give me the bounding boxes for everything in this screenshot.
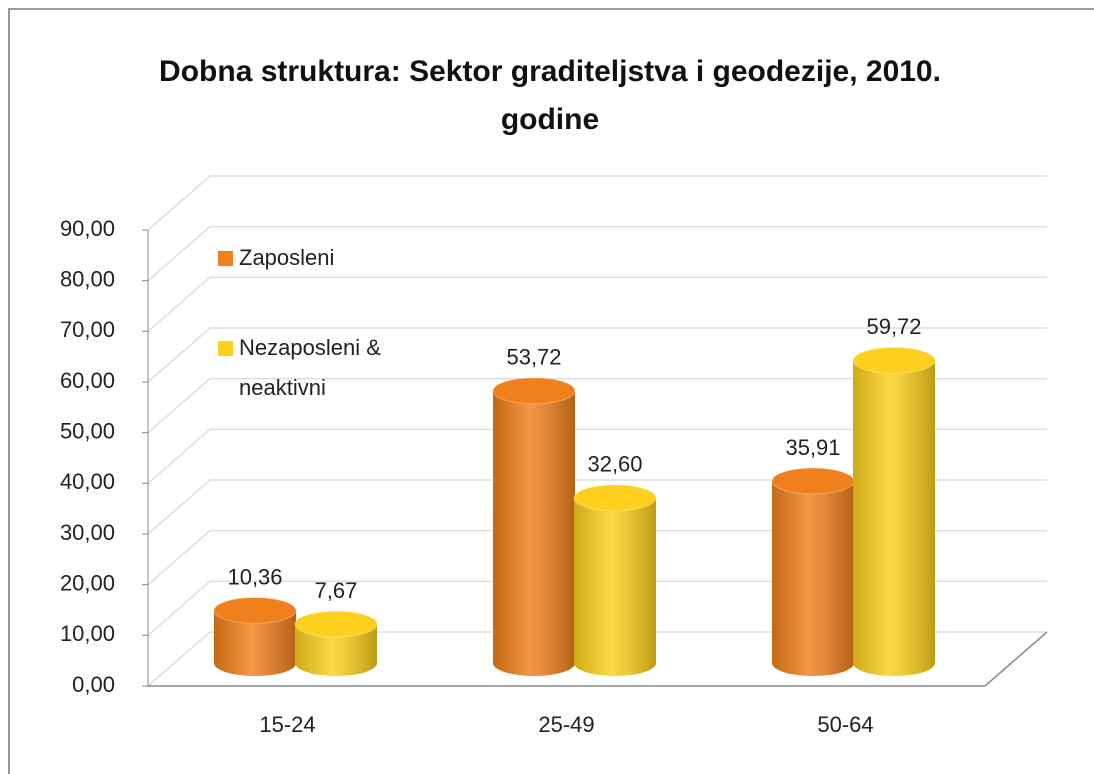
x-tick-label: 25-49 — [538, 712, 594, 737]
bar-top — [294, 610, 378, 638]
bar — [294, 610, 378, 676]
bar-shade — [574, 497, 656, 676]
bar-top — [771, 467, 855, 495]
legend-swatch — [218, 251, 233, 266]
bar — [492, 377, 576, 676]
y-tick-label: 60,00 — [60, 368, 115, 393]
x-tick-label: 50-64 — [817, 712, 873, 737]
grid-line — [147, 580, 1047, 636]
value-label: 35,91 — [785, 435, 840, 460]
y-tick-label: 10,00 — [60, 621, 115, 646]
bar-shade — [772, 481, 854, 676]
bar-top — [492, 377, 576, 405]
bar-top — [213, 597, 297, 625]
bar — [771, 467, 855, 676]
grid-line — [147, 276, 1047, 332]
grid-line — [147, 225, 1047, 282]
bar — [573, 484, 657, 676]
bar-shade — [493, 390, 575, 676]
legend-item: Nezaposleni & neaktivni — [218, 328, 429, 408]
legend-label: Zaposleni — [239, 245, 335, 270]
value-label: 59,72 — [866, 314, 921, 339]
frame — [8, 8, 1094, 774]
grid-line — [147, 631, 1047, 687]
legend-swatch — [218, 341, 233, 356]
value-label: 53,72 — [506, 345, 561, 370]
y-tick-label: 70,00 — [60, 317, 115, 342]
grid-line — [147, 377, 1047, 434]
bar-top — [852, 346, 936, 374]
y-tick-label: 30,00 — [60, 520, 115, 545]
grid-line — [147, 529, 1047, 586]
value-label: 7,67 — [315, 578, 358, 603]
grid-line — [147, 479, 1047, 535]
value-label: 32,60 — [587, 452, 642, 477]
grid-line — [147, 327, 1047, 383]
bar-shade — [214, 610, 296, 676]
bar-shade — [295, 624, 377, 676]
floor — [148, 631, 1048, 687]
legend-label: Nezaposleni & neaktivni — [239, 335, 381, 400]
grid-line — [147, 175, 1047, 231]
bar-top — [573, 484, 657, 512]
bar-shade — [853, 360, 935, 676]
y-tick-label: 40,00 — [60, 469, 115, 494]
grid-line — [147, 428, 1047, 484]
y-tick-label: 80,00 — [60, 266, 115, 291]
y-tick-label: 0,00 — [72, 672, 115, 697]
y-tick-label: 20,00 — [60, 570, 115, 595]
chart-title: Dobna struktura: Sektor graditeljstva i … — [159, 55, 941, 136]
y-tick-label: 90,00 — [60, 216, 115, 241]
y-tick-label: 50,00 — [60, 418, 115, 443]
bar — [852, 346, 936, 676]
value-label: 10,36 — [227, 564, 282, 589]
legend-item: Zaposleni — [218, 238, 429, 278]
bar — [213, 597, 297, 676]
x-tick-label: 15-24 — [259, 712, 315, 737]
